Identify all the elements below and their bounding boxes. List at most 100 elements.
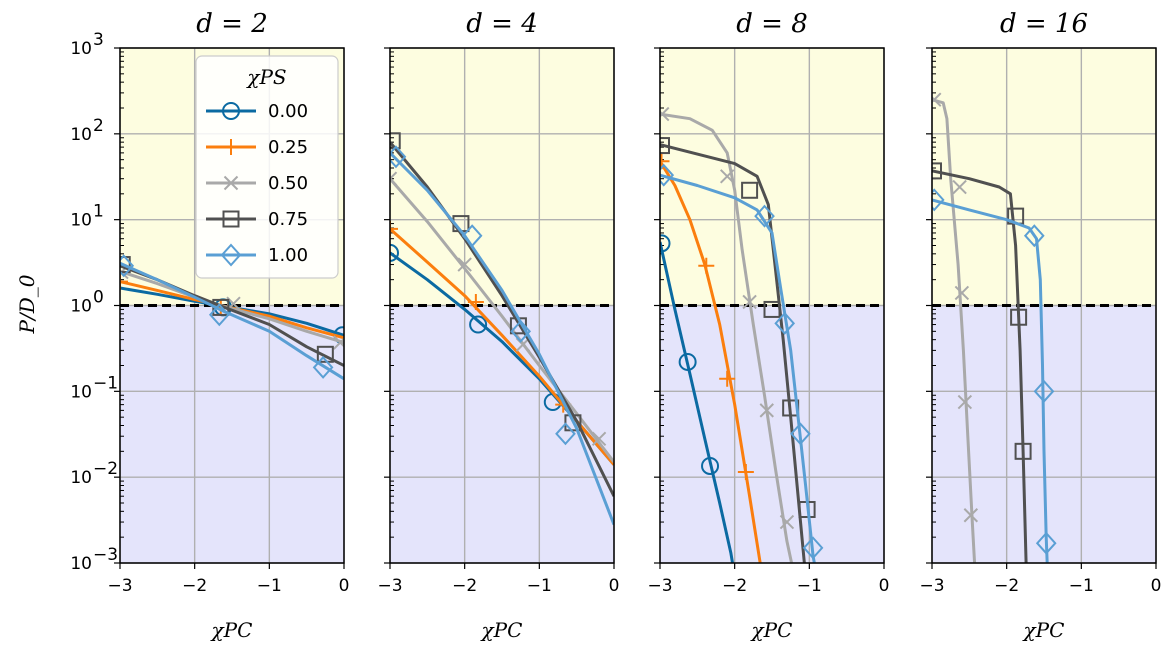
legend-marker-0.75: [222, 210, 240, 228]
series-group: [932, 92, 1057, 563]
x-tick-label: −3: [377, 576, 402, 596]
legend: χPS 0.00 0.25 0.50 0.75 1.00: [195, 55, 339, 279]
x-tick-label: 0: [339, 576, 350, 596]
y-axis-label: P/D_0: [15, 274, 39, 334]
x-tick-label: −2: [994, 576, 1019, 596]
marker-0.50: [779, 514, 795, 530]
x-tick-label: −1: [1069, 576, 1094, 596]
series-line-0.25: [660, 160, 762, 563]
series-line-0.50: [390, 177, 614, 464]
marker-0.75: [316, 345, 334, 363]
y-tick-exponent: 1: [93, 202, 104, 222]
series-group: [390, 132, 614, 526]
marker-1.00: [754, 204, 775, 228]
marker-0.50: [390, 171, 398, 186]
marker-1.00: [120, 254, 135, 278]
legend-marker-0.00: [222, 102, 240, 120]
series-group: [660, 106, 824, 563]
series-line-0.75: [932, 169, 1028, 563]
x-axis-label: χPC: [480, 618, 523, 642]
x-tick-label: −1: [797, 576, 822, 596]
legend-label-0.00: 0.00: [268, 101, 308, 122]
marker-1.00: [932, 188, 945, 212]
y-tick-exponent: 3: [93, 30, 104, 50]
marker-0.75: [763, 300, 781, 318]
x-axis-label: χPC: [1022, 618, 1065, 642]
marker-0.00: [469, 315, 488, 334]
marker-0.75: [660, 137, 670, 155]
marker-1.00: [1023, 224, 1045, 248]
panel-title: d = 4: [466, 9, 538, 39]
marker-1.00: [660, 163, 675, 187]
legend-label-0.75: 0.75: [268, 209, 308, 230]
marker-1.00: [802, 536, 824, 560]
region-1: [120, 305, 344, 563]
x-tick-label: −2: [182, 576, 207, 596]
marker-0.75: [1010, 308, 1028, 326]
marker-0.50: [591, 431, 607, 446]
marker-0.50: [952, 179, 967, 195]
x-tick-label: 0: [609, 576, 620, 596]
legend-title: χPS: [245, 65, 286, 89]
marker-0.00: [678, 352, 697, 371]
series-line-1.00: [390, 151, 614, 526]
marker-1.00: [510, 319, 532, 343]
marker-1.00: [774, 311, 796, 335]
marker-0.50: [333, 335, 344, 350]
y-tick-label: 10: [70, 382, 92, 402]
y-tick-label: 10: [70, 297, 92, 317]
marker-0.25: [390, 220, 398, 237]
y-tick-exponent: 0: [93, 288, 104, 308]
legend-label-0.25: 0.25: [268, 137, 308, 158]
marker-0.00: [701, 456, 720, 475]
region-0: [660, 48, 884, 306]
panel-2: −3 −2 −1 0 χPC d = 4: [377, 9, 619, 642]
marker-0.25: [719, 370, 736, 387]
series-line-1.00: [660, 173, 816, 563]
x-tick-label: 0: [879, 576, 890, 596]
marker-0.50: [932, 92, 942, 107]
marker-0.25: [737, 463, 754, 480]
marker-0.50: [719, 169, 735, 184]
legend-marker-1.00: [220, 243, 242, 267]
marker-1.00: [1035, 531, 1057, 555]
series-line-0.00: [660, 241, 735, 563]
x-axis-label: χPC: [750, 618, 793, 642]
region-1: [390, 305, 614, 563]
marker-0.75: [390, 132, 401, 150]
series-line-0.50: [932, 98, 977, 563]
marker-0.50: [963, 508, 979, 523]
legend-marker-0.50: [223, 175, 239, 191]
y-tick-exponent: −3: [93, 545, 118, 565]
legend-label-0.50: 0.50: [268, 173, 308, 194]
marker-0.00: [390, 243, 399, 262]
marker-0.50: [759, 403, 774, 418]
marker-0.50: [957, 394, 973, 410]
panel-title: d = 16: [1000, 9, 1088, 39]
marker-0.50: [660, 106, 670, 122]
legend-label-1.00: 1.00: [268, 245, 308, 266]
y-tick-label: 10: [70, 211, 92, 231]
marker-1.00: [461, 224, 483, 248]
x-tick-label: −2: [722, 576, 747, 596]
region-0: [932, 48, 1156, 306]
marker-0.50: [742, 294, 757, 310]
x-tick-label: −1: [257, 576, 282, 596]
x-axis-label: χPC: [210, 618, 253, 642]
marker-0.75: [1014, 442, 1032, 460]
y-tick-label: 10: [70, 125, 92, 145]
y-tick-label: 10: [70, 39, 92, 59]
marker-1.00: [555, 422, 576, 446]
series-line-0.50: [660, 112, 794, 563]
x-tick-label: −3: [919, 576, 944, 596]
series-group: [120, 254, 344, 381]
legend-box: [195, 55, 339, 279]
region-1: [660, 305, 884, 563]
legend-marker-0.25: [223, 139, 239, 155]
y-tick-label: 10: [70, 468, 92, 488]
marker-0.00: [660, 234, 671, 253]
region-0: [390, 48, 614, 306]
marker-0.25: [698, 257, 715, 274]
panel-title: d = 8: [736, 9, 808, 39]
